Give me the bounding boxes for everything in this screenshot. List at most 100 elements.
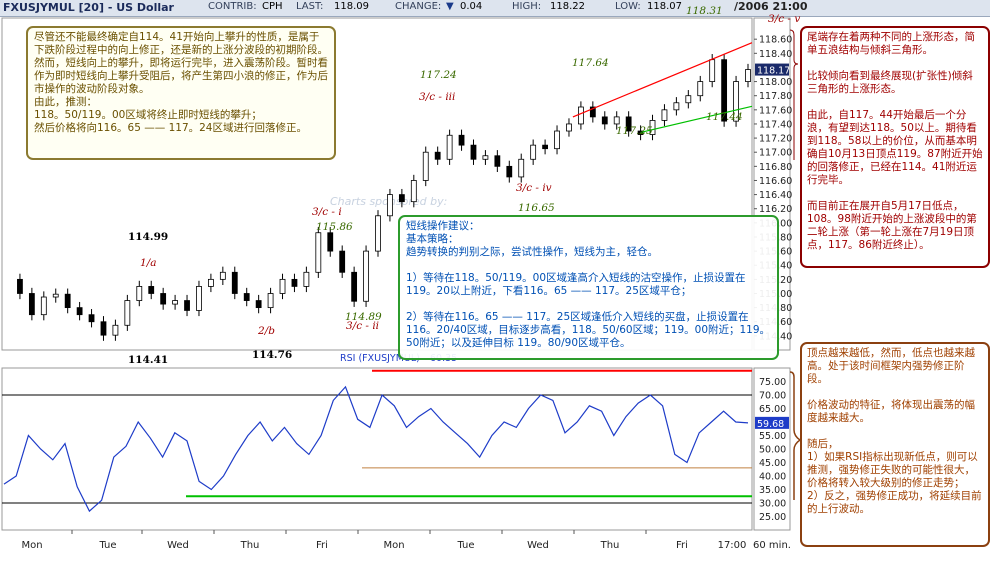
candle (697, 81, 704, 97)
candle (637, 130, 644, 135)
note-trading-advice: 短线操作建议： 基本策略： 趋势转换的判别之际，尝试性操作，短线为主，轻仓。 1… (398, 215, 779, 360)
candle (327, 232, 334, 252)
candle (685, 95, 692, 104)
candle (231, 271, 238, 294)
candle (554, 130, 560, 150)
candle (315, 232, 322, 273)
candle (661, 109, 668, 121)
note-right-top: 尾端存在着两种不同的上涨形态，简单五浪结构与倾斜三角形。 比较倾向看到最终展现(… (800, 26, 990, 268)
wave-label: 3/c - iv (516, 182, 552, 194)
contrib-label: CONTRIB: (208, 1, 257, 12)
candle (410, 180, 417, 203)
last-price-marker (755, 63, 789, 76)
candle (482, 155, 489, 160)
candle (566, 123, 572, 132)
candle (625, 116, 632, 132)
wave-label: 114.41 (128, 354, 168, 366)
rsi-tick-label: 30.00 (759, 499, 786, 510)
candle (196, 286, 202, 311)
last-value: 118.09 (334, 1, 369, 12)
candle (578, 106, 584, 125)
candle (219, 271, 226, 280)
candle (506, 165, 513, 178)
candle (518, 158, 525, 178)
candle (255, 300, 262, 309)
wave-label: 3/c - i (312, 206, 342, 218)
candle (100, 321, 107, 336)
candle (470, 144, 477, 160)
wave-label: 114.99 (128, 231, 168, 243)
price-tick-label: 117.00 (759, 148, 792, 159)
wave-label: 115.86 (316, 221, 353, 233)
candle (40, 296, 47, 316)
high-value: 118.22 (550, 1, 585, 12)
candle (542, 144, 548, 150)
rsi-tick-label: 25.00 (759, 512, 786, 523)
candle (458, 134, 465, 146)
x-axis-label: Mon (21, 540, 42, 551)
rsi-panel (1, 367, 753, 531)
low-label: LOW: (615, 1, 641, 12)
wave-label: 117.24 (420, 69, 457, 81)
wave-label: 114.76 (252, 349, 292, 361)
candle (184, 300, 190, 311)
contrib-value: CPH (262, 1, 283, 12)
candle (375, 215, 381, 252)
x-axis-label: 17:00 (718, 540, 747, 551)
support-trendline (640, 105, 753, 134)
price-tick-label: 117.40 (759, 119, 792, 130)
candle (267, 293, 274, 309)
price-tick-label: 117.20 (759, 134, 792, 145)
x-axis-label: Fri (316, 540, 328, 551)
wave-label: 117.44 (706, 111, 743, 123)
candle (291, 278, 298, 287)
candle (422, 151, 429, 181)
candle (649, 120, 656, 135)
rsi-tick-last: 59.68 (757, 419, 784, 430)
price-tick-label: 118.00 (759, 77, 792, 88)
candle (76, 307, 83, 316)
candle (589, 106, 596, 118)
symbol-title: FXUSJYMUL [20] - US Dollar (3, 1, 174, 14)
rsi-tick-label: 50.00 (759, 445, 786, 456)
x-axis-label: Wed (167, 540, 189, 551)
low-value: 118.07 (647, 1, 682, 12)
price-tick-label: 116.20 (759, 204, 792, 215)
wave-label: 117.25 (616, 125, 653, 137)
candle (351, 271, 358, 302)
chart-header: FXUSJYMUL [20] - US Dollar CONTRIB: CPH … (0, 0, 990, 17)
candle (208, 278, 214, 287)
price-tick-label: 116.80 (759, 162, 792, 173)
candle (446, 134, 453, 160)
candle (601, 116, 608, 125)
high-label: HIGH: (512, 1, 542, 12)
rsi-tick-label: 35.00 (759, 485, 786, 496)
x-axis-label: Thu (600, 540, 620, 551)
bracket-right-top (789, 29, 799, 160)
candle (387, 194, 393, 217)
wave-label: 118.31 (686, 5, 723, 17)
rsi-tick-label: 45.00 (759, 458, 786, 469)
price-tick-label: 116.60 (759, 176, 792, 187)
x-axis-label: Thu (240, 540, 260, 551)
price-tick-last: 118.17 (757, 66, 790, 77)
last-rsi-marker (755, 416, 789, 429)
rsi-tick-label: 75.00 (759, 377, 786, 388)
wave-label: 3/c - ii (346, 320, 379, 332)
candle (434, 151, 441, 160)
candle (279, 278, 286, 294)
x-axis-label: Fri (676, 540, 688, 551)
price-panel (1, 17, 753, 351)
wave-label: 2/b (257, 325, 275, 337)
candle (52, 293, 59, 298)
candle (613, 116, 620, 125)
candle (745, 69, 751, 82)
x-axis-label: Mon (383, 540, 404, 551)
wave-label: 117.64 (572, 57, 609, 69)
candle (243, 293, 250, 301)
rsi-line (3, 385, 749, 513)
wave-label: 1/a (140, 257, 156, 269)
price-tick-label: 116.40 (759, 190, 792, 201)
price-tick-label: 117.60 (759, 105, 792, 116)
candle (136, 286, 143, 301)
